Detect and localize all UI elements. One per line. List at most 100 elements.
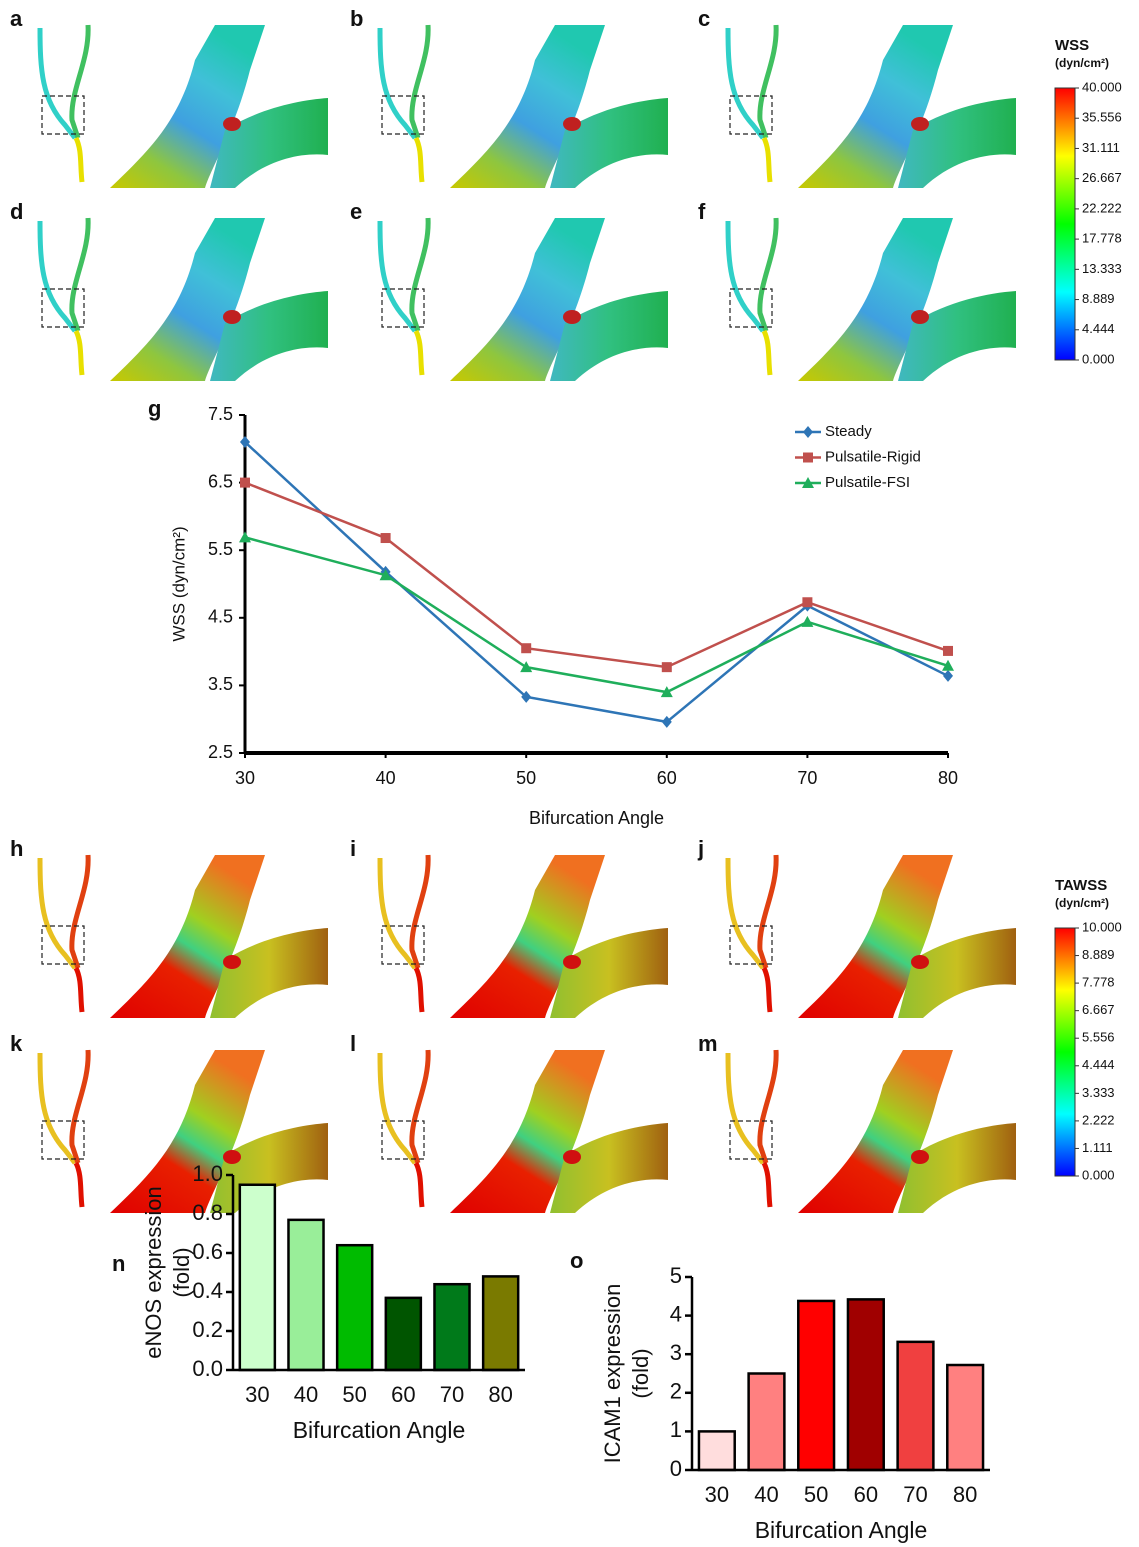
zoom-branch: [210, 291, 328, 381]
marker: [240, 436, 250, 449]
colorbar: [1054, 927, 1076, 1177]
marker: [379, 569, 392, 581]
y-tick-label: 4.5: [208, 607, 233, 627]
hotspot: [223, 117, 241, 131]
y-tick-label: 2: [670, 1379, 682, 1404]
legend-label: Pulsatile-FSI: [825, 474, 910, 491]
vessel-image: [725, 1049, 1016, 1213]
x-tick-label: 70: [797, 768, 817, 788]
vessel-image: [377, 217, 668, 381]
colorbar-tick-label: 8.889: [1082, 947, 1115, 962]
colorbar-tick-label: 17.778: [1082, 231, 1122, 246]
vessel-image: [37, 1049, 328, 1213]
x-tick-label: 30: [705, 1482, 729, 1507]
tree-branch: [37, 220, 77, 333]
tree-trunk: [73, 136, 85, 183]
zoom-box: [41, 925, 85, 965]
tree-trunk: [413, 136, 425, 183]
tree-branch: [409, 24, 431, 139]
vessel-image: [725, 854, 1016, 1018]
bar: [433, 1282, 471, 1372]
x-axis-label: Bifurcation Angle: [529, 808, 664, 828]
zoom-main: [798, 1050, 953, 1213]
zoom-branch: [898, 291, 1016, 381]
tree-trunk: [761, 136, 773, 183]
marker: [661, 715, 672, 728]
zoom-main: [450, 1050, 605, 1213]
tree-trunk: [413, 1161, 425, 1208]
legend-label: Steady: [825, 423, 872, 440]
vessel-image: [377, 1049, 668, 1213]
x-tick-label: 70: [440, 1382, 464, 1407]
y-tick-label: 1.0: [192, 1161, 223, 1186]
colorbar-tick-label: 0.000: [1082, 1167, 1115, 1182]
tree-branch: [69, 1049, 91, 1164]
zoom-main: [798, 218, 953, 381]
zoom-box: [41, 95, 85, 135]
x-tick-label: 60: [391, 1382, 415, 1407]
x-tick-label: 40: [294, 1382, 318, 1407]
tree-branch: [377, 27, 417, 140]
x-axis-label: Bifurcation Angle: [293, 1417, 466, 1443]
zoom-main: [110, 855, 265, 1018]
tree-branch: [725, 857, 765, 970]
zoom-box: [381, 288, 425, 328]
colorbar-tick-label: 31.111: [1082, 140, 1120, 155]
colorbar-tick-label: 5.556: [1082, 1030, 1115, 1045]
y-tick-label: 0.0: [192, 1356, 223, 1381]
x-tick-label: 40: [754, 1482, 778, 1507]
marker: [240, 477, 250, 488]
zoom-main: [110, 218, 265, 381]
zoom-box: [381, 925, 425, 965]
rendered-images: [37, 24, 1016, 1213]
x-tick-label: 70: [903, 1482, 927, 1507]
bar: [697, 1430, 736, 1472]
tree-branch: [37, 857, 77, 970]
legend-marker: [803, 452, 813, 463]
colorbar-tick-label: 6.667: [1082, 1002, 1115, 1017]
colorbar-tick-label: 22.222: [1082, 200, 1122, 215]
panel-label: e: [350, 199, 362, 224]
hotspot: [563, 1150, 581, 1164]
y-tick-label: 3.5: [208, 674, 233, 694]
vessel-image: [37, 24, 328, 188]
y-tick-label: 0.8: [192, 1200, 223, 1225]
tree-branch: [377, 857, 417, 970]
bar: [384, 1296, 423, 1372]
x-tick-label: 60: [657, 768, 677, 788]
colorbar-tick-label: 1.111: [1082, 1140, 1113, 1155]
colorbar: [1054, 87, 1076, 361]
bar: [747, 1372, 786, 1472]
y-axis-label: (fold): [169, 1247, 194, 1297]
hotspot: [563, 310, 581, 324]
series-line: [244, 441, 949, 724]
zoom-main: [798, 25, 953, 188]
tree-trunk: [761, 1161, 773, 1208]
colorbar-tick-label: 8.889: [1082, 291, 1115, 306]
panel-label: o: [570, 1248, 583, 1273]
tree-branch: [725, 27, 765, 140]
colorbar-title: TAWSS: [1055, 877, 1107, 894]
x-tick-label: 60: [854, 1482, 878, 1507]
panel-label: c: [698, 6, 710, 31]
tree-branch: [37, 27, 77, 140]
colorbar-tick-label: 13.333: [1082, 261, 1122, 276]
hotspot: [911, 955, 929, 969]
panel-label: d: [10, 199, 23, 224]
zoom-branch: [210, 928, 328, 1018]
colorbar-tick-label: 4.444: [1082, 321, 1115, 336]
y-axis-label: (fold): [628, 1348, 653, 1398]
zoom-box: [381, 1120, 425, 1160]
panel-label: a: [10, 6, 23, 31]
hotspot: [223, 1150, 241, 1164]
zoom-branch: [898, 1123, 1016, 1213]
colorbar-unit: (dyn/cm²): [1055, 56, 1109, 70]
y-tick-label: 0.4: [192, 1278, 223, 1303]
bar: [481, 1275, 520, 1372]
panel-label: i: [350, 836, 356, 861]
panel-label: j: [697, 836, 704, 861]
x-tick-label: 80: [488, 1382, 512, 1407]
zoom-box: [41, 288, 85, 328]
vessel-image: [725, 217, 1016, 381]
tree-branch: [725, 1052, 765, 1165]
